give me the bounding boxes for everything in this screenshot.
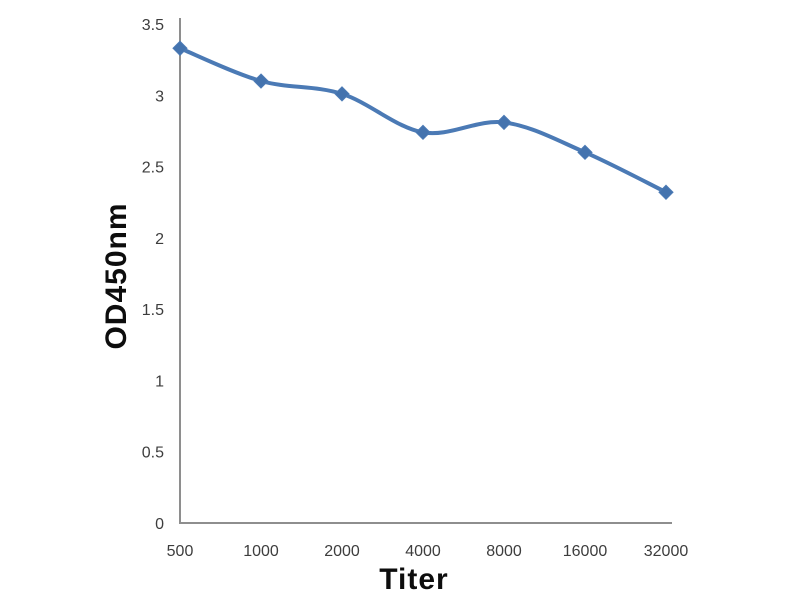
y-tick-label: 3 (155, 88, 164, 105)
x-tick-label: 8000 (486, 543, 522, 560)
data-point-marker (496, 114, 512, 131)
data-point-marker (658, 184, 674, 200)
y-tick-label: 2 (155, 231, 164, 248)
data-point-marker (415, 124, 431, 141)
x-axis-title: Titer (379, 563, 449, 596)
x-tick-label: 1000 (243, 543, 279, 560)
series-line (178, 46, 668, 195)
data-point-marker (577, 144, 593, 161)
y-tick-label: 3.5 (142, 17, 164, 34)
x-tick-label: 4000 (405, 543, 441, 560)
x-tick-label: 2000 (324, 543, 360, 560)
y-tick-label: 1 (155, 373, 164, 390)
y-axis-title: OD450nm (100, 202, 133, 350)
x-tick-label: 32000 (644, 543, 689, 560)
data-point-marker (172, 40, 188, 56)
data-point-marker (334, 86, 350, 102)
x-tick-label: 16000 (563, 543, 608, 560)
y-tick-label: 0.5 (142, 445, 164, 462)
y-tick-label: 0 (155, 516, 164, 533)
y-tick-label: 1.5 (142, 302, 164, 319)
data-point-marker (253, 73, 269, 89)
y-tick-label: 2.5 (142, 160, 164, 177)
x-tick-label: 500 (167, 543, 194, 560)
